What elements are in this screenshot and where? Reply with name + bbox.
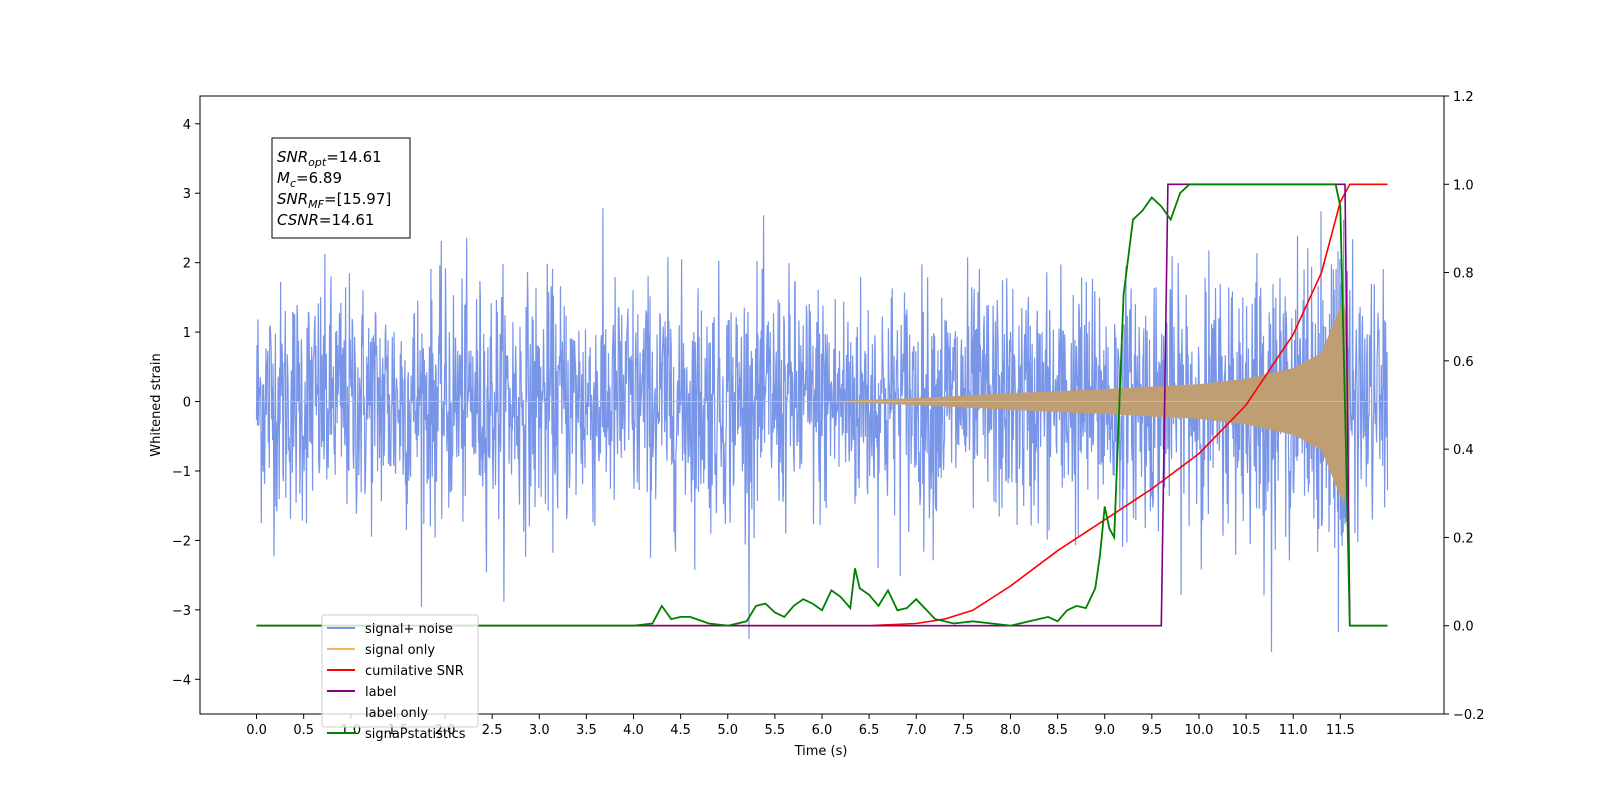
y-left-tick-label: −2 — [172, 534, 191, 549]
annotation-value: =6.89 — [296, 169, 342, 187]
annotation-symbol: CSNR — [277, 211, 319, 229]
legend-item-label: cumilative SNR — [365, 664, 464, 679]
y-left-tick-label: 0 — [183, 396, 191, 411]
y-right-tick-label: 0.0 — [1453, 620, 1474, 635]
legend: signal+ noise signal only cumilative SNR la… — [321, 614, 479, 742]
y-axis-left: −4 −3 −2 −1 0 1 2 3 4 — [172, 118, 200, 688]
y-right-tick-label: 0.4 — [1453, 443, 1474, 458]
annotation-line: SNRMF=[15.97] — [277, 190, 391, 211]
y-right-tick-label: 1.2 — [1453, 90, 1474, 105]
x-tick-label: 9.0 — [1094, 723, 1115, 738]
x-tick-label: 6.5 — [859, 723, 880, 738]
annotation-subscript: c — [290, 177, 296, 190]
x-tick-label: 4.0 — [623, 723, 644, 738]
annotation-value: =[15.97] — [324, 190, 391, 208]
x-tick-label: 3.5 — [576, 723, 597, 738]
annotation-subscript: MF — [308, 198, 324, 211]
y-axis-right: −0.2 0.0 0.2 0.4 0.6 0.8 1.0 1.2 — [1444, 90, 1485, 723]
series-signal-statistics — [256, 183, 1388, 627]
annotation-frame — [271, 137, 411, 239]
y-left-tick-label: −3 — [172, 604, 191, 619]
annotation-symbol: M — [277, 169, 290, 187]
legend-item-label: label only — [365, 706, 428, 721]
y-right-tick-label: 0.2 — [1453, 531, 1474, 546]
series-signal-noise — [255, 208, 1389, 652]
y-left-tick-label: 3 — [183, 187, 191, 202]
annotation-line: CSNR=14.61 — [277, 211, 374, 229]
y-left-tick-label: 1 — [183, 326, 191, 341]
x-tick-label: 5.0 — [717, 723, 738, 738]
y-right-tick-label: 1.0 — [1453, 178, 1474, 193]
x-axis-label: Time (s) — [794, 744, 848, 759]
annotation-line: Mc=6.89 — [277, 169, 342, 190]
x-tick-label: 10.0 — [1184, 723, 1213, 738]
legend-frame — [321, 614, 479, 728]
x-tick-label: 8.5 — [1047, 723, 1068, 738]
annotation-symbol: SNR — [277, 148, 308, 166]
annotation-symbol: SNR — [277, 190, 308, 208]
x-tick-label: 9.5 — [1142, 723, 1163, 738]
y-left-tick-label: 2 — [183, 257, 191, 272]
x-tick-label: 0.0 — [246, 723, 267, 738]
annotation-value: =14.61 — [319, 211, 375, 229]
y-left-tick-label: 4 — [183, 118, 191, 133]
x-tick-label: 5.5 — [765, 723, 786, 738]
x-tick-label: 11.0 — [1279, 723, 1308, 738]
annotation-value: =14.61 — [326, 148, 382, 166]
legend-item-label: signal+ noise — [365, 622, 453, 637]
legend-item-label: signal only — [365, 643, 435, 658]
y-right-tick-label: 0.6 — [1453, 355, 1474, 370]
y-right-tick-label: −0.2 — [1453, 708, 1485, 723]
x-tick-label: 8.0 — [1000, 723, 1021, 738]
legend-item-label: signal statistics — [365, 727, 466, 742]
x-tick-label: 6.0 — [812, 723, 833, 738]
annotation-subscript: opt — [308, 156, 327, 169]
x-tick-label: 2.5 — [482, 723, 503, 738]
x-tick-label: 4.5 — [670, 723, 691, 738]
x-tick-label: 11.5 — [1326, 723, 1355, 738]
x-tick-label: 0.5 — [293, 723, 314, 738]
annotation-box: SNRopt=14.61Mc=6.89SNRMF=[15.97]CSNR=14.… — [271, 137, 411, 239]
y-left-tick-label: −1 — [172, 465, 191, 480]
y-right-tick-label: 0.8 — [1453, 267, 1474, 282]
x-tick-label: 7.0 — [906, 723, 927, 738]
x-tick-label: 7.5 — [953, 723, 974, 738]
x-tick-label: 3.0 — [529, 723, 550, 738]
x-tick-label: 10.5 — [1232, 723, 1261, 738]
series-cumulative-snr — [256, 183, 1388, 627]
annotation-line: SNRopt=14.61 — [277, 148, 382, 169]
legend-item-label: label — [365, 685, 396, 700]
y-axis-label-left: Whitened strain — [149, 353, 164, 456]
plot-area — [255, 183, 1389, 652]
y-left-tick-label: −4 — [172, 673, 191, 688]
